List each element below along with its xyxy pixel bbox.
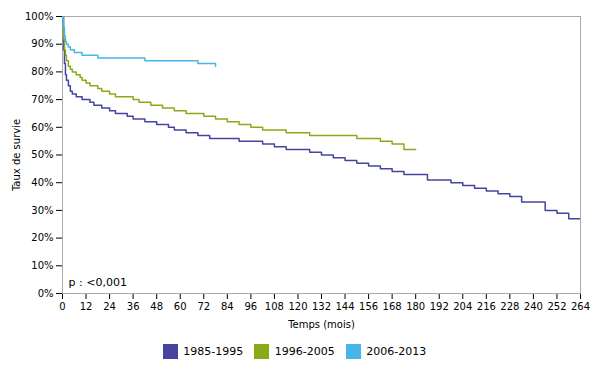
svg-text:20%: 20% (31, 232, 53, 243)
svg-text:70%: 70% (31, 94, 53, 105)
svg-text:36: 36 (127, 301, 140, 312)
html-text:2006-2013: 2006-2013 (366, 345, 427, 358)
svg-text:204: 204 (453, 301, 472, 312)
svg-text:12: 12 (80, 301, 93, 312)
svg-text:50%: 50% (31, 149, 53, 160)
svg-text:168: 168 (383, 301, 402, 312)
svg-text:100%: 100% (25, 11, 54, 22)
html-text:1985-1995: 1985-1995 (183, 345, 244, 358)
svg-text:72: 72 (197, 301, 210, 312)
svg-text:144: 144 (335, 301, 354, 312)
svg-text:80%: 80% (31, 66, 53, 77)
svg-text:0%: 0% (38, 288, 54, 299)
svg-text:228: 228 (500, 301, 519, 312)
svg-text:30%: 30% (31, 205, 53, 216)
svg-text:120: 120 (288, 301, 307, 312)
svg-text:252: 252 (547, 301, 566, 312)
svg-text:0: 0 (59, 301, 65, 312)
html-text:1996-2005: 1996-2005 (274, 345, 335, 358)
svg-text:p : <0,001: p : <0,001 (69, 276, 127, 289)
svg-text:264: 264 (571, 301, 590, 312)
svg-text:48: 48 (150, 301, 163, 312)
svg-text:24: 24 (103, 301, 116, 312)
svg-text:Temps (mois): Temps (mois) (287, 319, 355, 330)
svg-text:132: 132 (312, 301, 331, 312)
svg-text:216: 216 (477, 301, 496, 312)
svg-text:60%: 60% (31, 122, 53, 133)
svg-text:180: 180 (406, 301, 425, 312)
svg-text:10%: 10% (31, 260, 53, 271)
svg-text:60: 60 (174, 301, 187, 312)
svg-text:108: 108 (265, 301, 284, 312)
svg-text:84: 84 (221, 301, 234, 312)
svg-text:Taux de survie: Taux de survie (11, 119, 22, 192)
svg-text:192: 192 (430, 301, 449, 312)
svg-text:40%: 40% (31, 177, 53, 188)
svg-text:240: 240 (524, 301, 543, 312)
svg-text:90%: 90% (31, 38, 53, 49)
svg-text:156: 156 (359, 301, 378, 312)
svg-text:96: 96 (244, 301, 257, 312)
